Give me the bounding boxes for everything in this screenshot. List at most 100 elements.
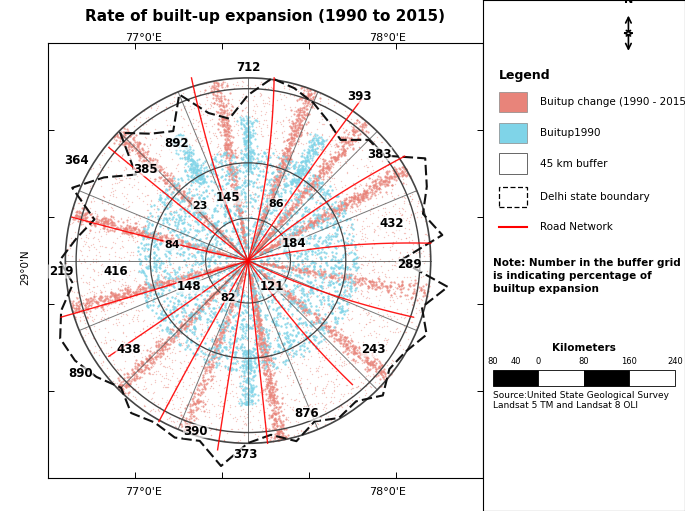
- Point: [226, 294, 237, 302]
- Point: [300, 167, 311, 175]
- Point: [316, 353, 327, 361]
- Point: [143, 283, 154, 291]
- Point: [254, 270, 265, 278]
- Point: [308, 130, 319, 138]
- Point: [321, 221, 332, 229]
- Point: [198, 218, 209, 226]
- Point: [214, 105, 225, 113]
- Point: [125, 140, 136, 148]
- Point: [275, 237, 286, 245]
- Point: [219, 186, 230, 194]
- Point: [223, 342, 234, 350]
- Point: [267, 362, 278, 370]
- Point: [288, 120, 299, 128]
- Point: [160, 179, 171, 187]
- Point: [281, 262, 292, 270]
- Point: [164, 413, 175, 421]
- Point: [260, 220, 271, 228]
- Point: [386, 173, 397, 181]
- Point: [251, 246, 262, 254]
- Point: [306, 283, 316, 291]
- Point: [164, 260, 175, 268]
- Point: [226, 305, 237, 313]
- Point: [184, 407, 195, 415]
- Point: [260, 272, 271, 280]
- Point: [236, 207, 247, 216]
- Point: [131, 277, 142, 286]
- Point: [372, 283, 383, 291]
- Point: [261, 234, 272, 242]
- Point: [74, 317, 85, 325]
- Point: [229, 350, 240, 358]
- Point: [155, 239, 166, 247]
- Point: [299, 348, 310, 356]
- Point: [215, 105, 226, 113]
- Point: [259, 206, 270, 215]
- Point: [283, 413, 294, 422]
- Point: [302, 187, 313, 195]
- Point: [266, 188, 277, 196]
- Point: [273, 436, 284, 444]
- Point: [223, 169, 234, 177]
- Point: [239, 136, 250, 144]
- Point: [320, 210, 331, 218]
- Point: [328, 203, 339, 211]
- Point: [289, 431, 300, 439]
- Point: [213, 247, 224, 256]
- Point: [134, 138, 145, 147]
- Point: [112, 297, 123, 305]
- Point: [208, 284, 219, 292]
- Point: [227, 392, 238, 400]
- Point: [242, 197, 253, 205]
- Point: [73, 304, 84, 312]
- Point: [225, 274, 236, 283]
- Point: [174, 141, 185, 149]
- Point: [301, 153, 312, 161]
- Point: [280, 329, 291, 337]
- Point: [121, 283, 132, 291]
- Point: [255, 225, 266, 234]
- Point: [342, 277, 353, 286]
- Point: [178, 273, 189, 281]
- Point: [253, 228, 264, 237]
- Point: [223, 277, 234, 285]
- Point: [255, 306, 266, 314]
- Point: [195, 145, 206, 153]
- Point: [388, 215, 399, 223]
- Point: [315, 212, 326, 220]
- Point: [324, 326, 335, 334]
- Point: [264, 229, 275, 237]
- Point: [248, 381, 259, 389]
- Point: [386, 188, 397, 196]
- Point: [234, 96, 245, 104]
- Point: [77, 295, 88, 304]
- Point: [135, 285, 146, 293]
- Point: [380, 334, 391, 342]
- Point: [249, 290, 260, 298]
- Point: [223, 145, 234, 153]
- Point: [340, 157, 351, 165]
- Point: [195, 389, 206, 397]
- Point: [203, 357, 214, 365]
- Point: [303, 310, 314, 318]
- Point: [266, 229, 277, 237]
- Point: [220, 144, 231, 152]
- Point: [253, 150, 264, 158]
- Point: [305, 223, 316, 231]
- Point: [120, 226, 131, 234]
- Point: [278, 151, 289, 159]
- Point: [114, 140, 125, 148]
- Point: [145, 285, 156, 293]
- Point: [123, 389, 134, 397]
- Point: [269, 237, 279, 245]
- Point: [166, 193, 177, 201]
- Point: [101, 352, 112, 360]
- Point: [176, 142, 187, 150]
- Point: [221, 318, 232, 326]
- Point: [210, 340, 221, 348]
- Point: [245, 162, 256, 171]
- Point: [143, 147, 154, 155]
- Point: [161, 231, 172, 239]
- Point: [162, 230, 173, 238]
- Point: [168, 181, 179, 190]
